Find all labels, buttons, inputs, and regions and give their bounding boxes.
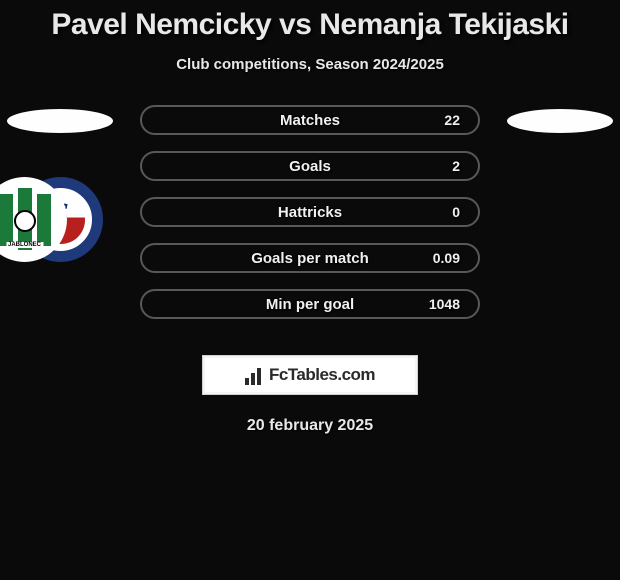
stat-label: Goals per match xyxy=(251,250,369,267)
stat-row-min-per-goal: Min per goal 1048 xyxy=(140,289,480,319)
stat-label: Hattricks xyxy=(278,204,342,221)
club-badge-right: JABLONEC xyxy=(0,177,67,262)
stat-value-right: 0 xyxy=(452,204,460,220)
player-right-marker xyxy=(507,109,613,133)
stat-value-right: 0.09 xyxy=(433,250,460,266)
branding-text: FcTables.com xyxy=(269,365,375,385)
club-badge-right-inner: JABLONEC xyxy=(0,180,65,260)
stat-value-right: 1048 xyxy=(429,296,460,312)
stat-row-hattricks: Hattricks 0 xyxy=(140,197,480,227)
subtitle: Club competitions, Season 2024/2025 xyxy=(0,56,620,73)
stat-row-goals: Goals 2 xyxy=(140,151,480,181)
branding-box[interactable]: FcTables.com xyxy=(202,355,418,395)
stat-label: Goals xyxy=(289,158,331,175)
stat-label: Min per goal xyxy=(266,296,354,313)
soccer-ball-icon xyxy=(14,210,36,232)
comparison-card: Pavel Nemcicky vs Nemanja Tekijaski Club… xyxy=(0,0,620,580)
player-left-marker xyxy=(7,109,113,133)
stat-value-right: 22 xyxy=(444,112,460,128)
stat-row-goals-per-match: Goals per match 0.09 xyxy=(140,243,480,273)
club-badge-right-label: JABLONEC xyxy=(6,242,43,248)
bar-chart-icon xyxy=(245,365,265,385)
page-title: Pavel Nemcicky vs Nemanja Tekijaski xyxy=(0,8,620,42)
stats-area: S JABLONEC Matches 22 Goals 2 Hattrick xyxy=(0,105,620,345)
stat-rows: Matches 22 Goals 2 Hattricks 0 Goals per… xyxy=(140,105,480,335)
stat-row-matches: Matches 22 xyxy=(140,105,480,135)
stat-value-right: 2 xyxy=(452,158,460,174)
stat-label: Matches xyxy=(280,112,340,129)
footer-date: 20 february 2025 xyxy=(0,417,620,435)
